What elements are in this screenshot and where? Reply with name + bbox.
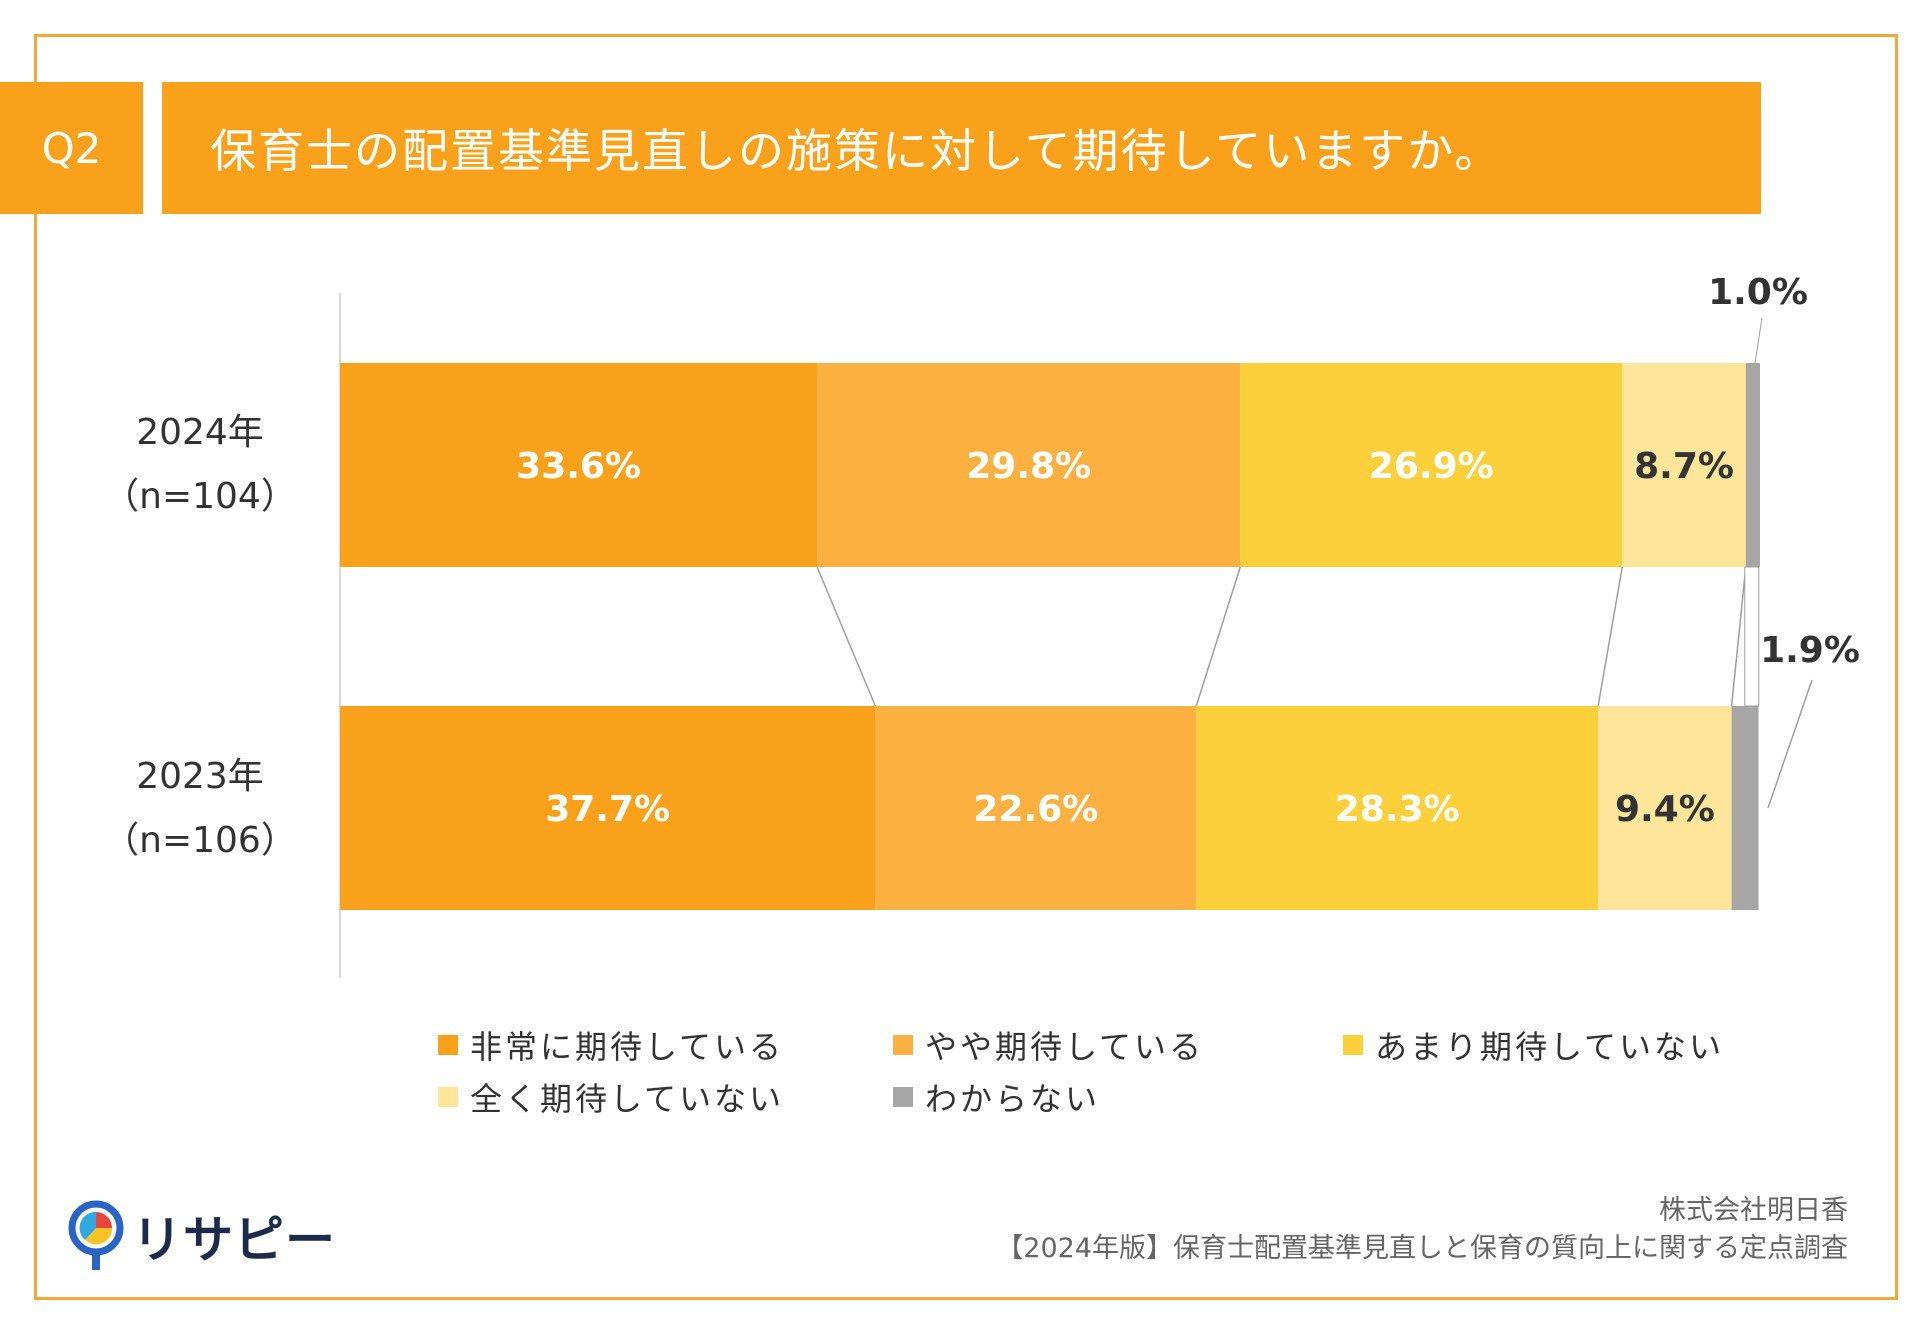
data-label: 9.4% [1615,789,1715,830]
data-label: 37.7% [545,789,670,830]
legend-label: やや期待している [925,1028,1205,1066]
data-label: 1.0% [1708,272,1808,313]
category-label-line: 2023年 [136,756,264,797]
bar-segment [875,706,1197,910]
series-connector-line [1195,566,1241,707]
category-label-line: （n=106） [103,820,297,861]
series-connector-line [1730,566,1747,707]
data-label-leader [1754,317,1763,364]
legend-swatch [893,1035,913,1055]
legend-swatch [438,1087,458,1107]
bar-segment [1731,706,1759,910]
legend-label: あまり期待していない [1375,1028,1725,1066]
bar-segment [1622,363,1746,567]
legend-swatch [1343,1035,1363,1055]
legend-item: 非常に期待している [438,1022,784,1068]
data-label: 33.6% [516,446,641,487]
category-label-line: 2024年 [136,412,264,453]
legend-item: やや期待している [893,1022,1204,1068]
bar-segment [1240,363,1623,567]
legend-label: 全く期待していない [470,1080,785,1118]
chart-frame [34,34,1898,1300]
category-label: 2024年 （n=104） [75,401,325,529]
data-label-leader [1767,679,1813,809]
category-label-line: （n=104） [103,476,297,517]
series-connector-line [816,566,877,707]
data-label: 29.8% [966,446,1091,487]
bar-segment [817,363,1241,567]
legend-label: わからない [925,1080,1101,1118]
legend-swatch [438,1035,458,1055]
survey-title: 【2024年版】保育士配置基準見直しと保育の質向上に関する定点調査 [996,1233,1848,1264]
legend-item: わからない [893,1074,1100,1120]
pin-icon [68,1200,124,1270]
legend-item: 全く期待していない [438,1074,784,1120]
logo-text: リサピー [132,1211,336,1269]
bar-segment [340,363,818,567]
data-label: 8.7% [1634,446,1734,487]
bar-segment [340,706,876,910]
bar-segment [1745,363,1760,567]
stacked-bar-chart: 33.6% 29.8% 26.9% 8.7% 1.0% 37.7% 22.6% 28.3% 9.… [339,272,1860,978]
legend-label: 非常に期待している [470,1028,785,1066]
data-label: 1.9% [1760,630,1860,671]
unknown-gap-marker [1744,566,1760,707]
bar-segment [1196,706,1599,910]
company-name: 株式会社明日香 [1659,1195,1848,1226]
source-note: 株式会社明日香 【2024年版】保育士配置基準見直しと保育の質向上に関する定点調… [996,1192,1848,1268]
question-title: 保育士の配置基準見直しの施策に対して期待していますか。 [162,82,1761,214]
legend-item: あまり期待していない [1343,1022,1724,1068]
bar-segment [1598,706,1732,910]
data-label: 28.3% [1335,789,1460,830]
data-label: 26.9% [1369,446,1494,487]
series-connector-line [1597,566,1623,707]
question-label: Q2 [0,82,143,214]
legend-swatch [893,1087,913,1107]
logo: リサピー [68,1200,336,1272]
category-label: 2023年 （n=106） [75,745,325,873]
data-label: 22.6% [973,789,1098,830]
